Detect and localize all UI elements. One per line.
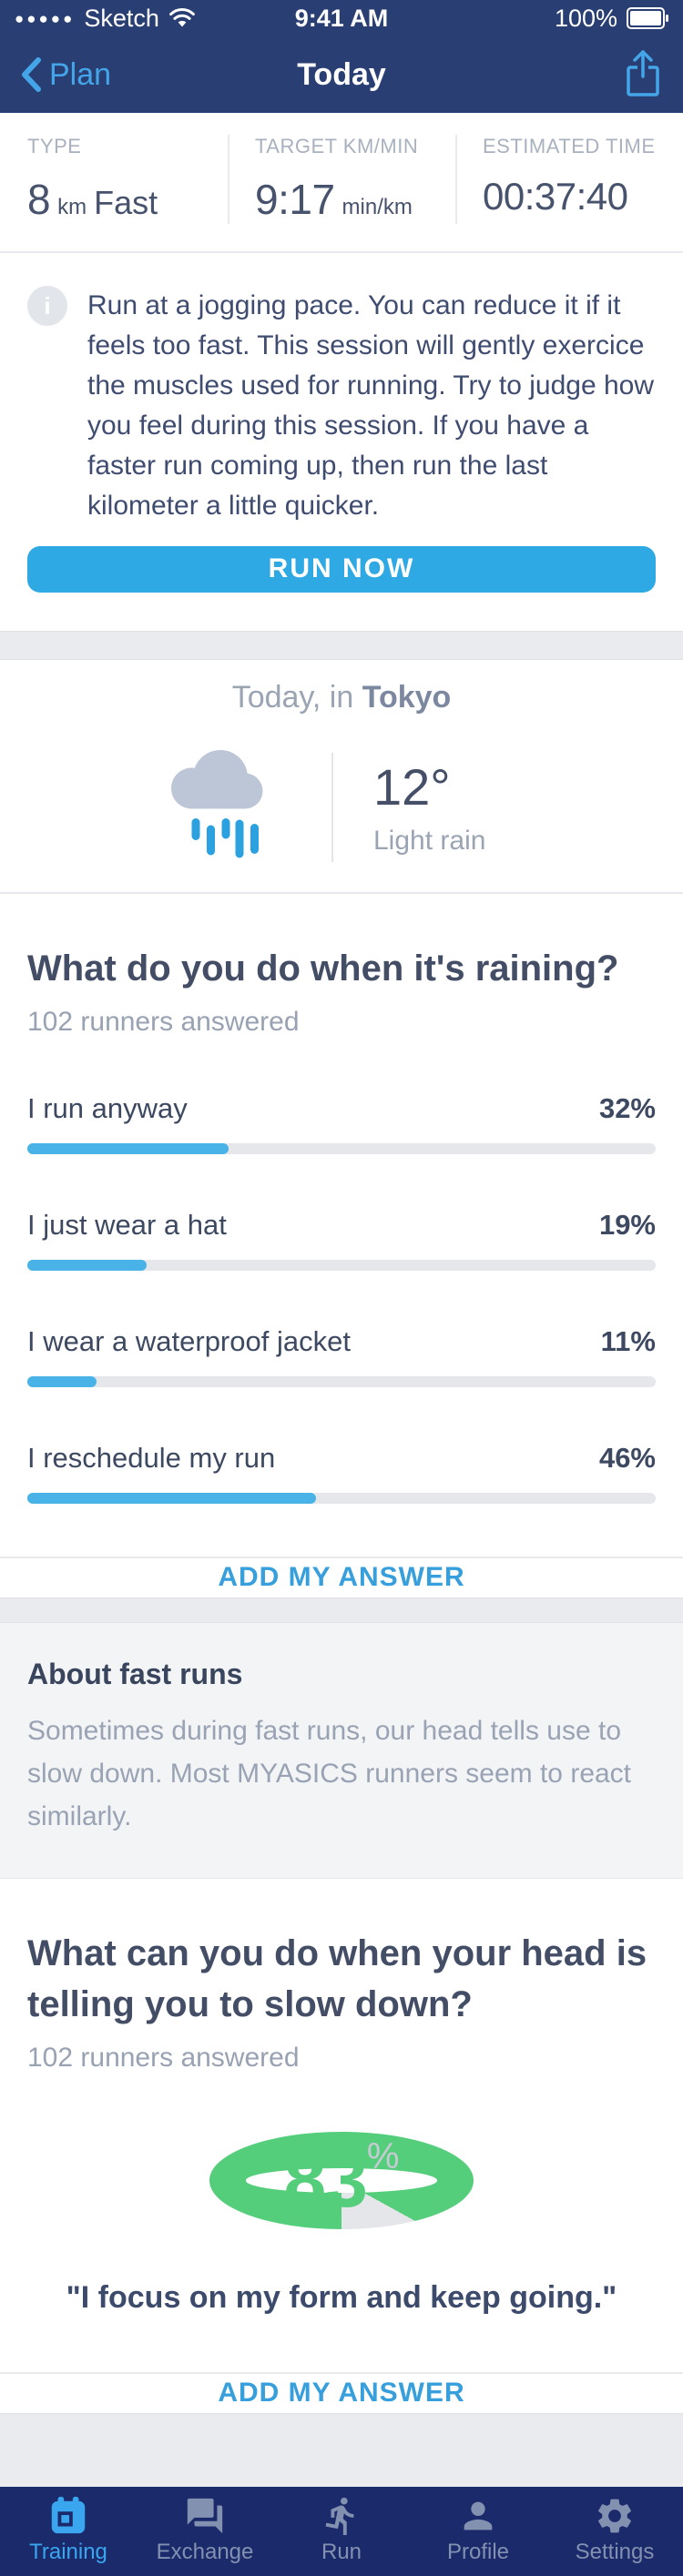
poll-option-percent: 19% xyxy=(598,1208,656,1241)
wifi-icon xyxy=(168,7,196,29)
poll-option-percent: 32% xyxy=(598,1091,656,1124)
poll-option-bar xyxy=(27,1142,656,1154)
poll-answered-count: 102 runners answered xyxy=(27,1006,300,1037)
chat-icon xyxy=(184,2494,226,2538)
poll-question: What do you do when it's raining? xyxy=(27,948,619,989)
vertical-divider xyxy=(331,752,333,862)
add-my-answer-button[interactable]: ADD MY ANSWER xyxy=(212,1561,470,1594)
rain-cloud-icon xyxy=(155,739,291,876)
carrier-label: Sketch xyxy=(84,4,159,32)
back-button[interactable]: Plan xyxy=(20,56,111,93)
add-my-answer-button[interactable]: ADD MY ANSWER xyxy=(212,2377,470,2409)
top-answer-quote: "I focus on my form and keep going." xyxy=(66,2279,617,2315)
summary-label: ESTIMATED TIME xyxy=(483,135,656,157)
battery-icon xyxy=(627,7,668,29)
runner-icon xyxy=(321,2494,362,2538)
add-answer-row: ADD MY ANSWER xyxy=(0,2371,683,2413)
poll-option-label: I just wear a hat xyxy=(27,1208,227,1241)
summary-label: TYPE xyxy=(27,135,82,157)
tab-settings[interactable]: Settings xyxy=(546,2487,683,2576)
poll-option-bar xyxy=(27,1375,656,1387)
nav-bar: Today Plan xyxy=(0,36,683,113)
about-fast-runs: About fast runs Sometimes during fast ru… xyxy=(0,1622,683,1879)
tab-training[interactable]: Training xyxy=(0,2487,137,2576)
share-button[interactable] xyxy=(623,49,663,100)
person-icon xyxy=(457,2494,499,2538)
weather-city: Tokyo xyxy=(362,679,452,715)
donut-percent-sign: % xyxy=(366,2135,400,2176)
summary-label: TARGET KM/MIN xyxy=(255,135,419,157)
summary-column: ESTIMATED TIME 00:37:40 xyxy=(455,135,683,224)
poll-option: I reschedule my run 46% xyxy=(27,1442,656,1504)
poll-option-percent: 11% xyxy=(600,1324,656,1357)
status-bar: ●●●●● Sketch 9:41 AM 100% xyxy=(0,0,683,36)
battery-percent: 100% xyxy=(554,4,617,32)
tab-run[interactable]: Run xyxy=(273,2487,410,2576)
section-divider-band xyxy=(0,1597,683,1623)
summary-column: TYPE 8 km Fast xyxy=(0,135,228,224)
poll-answered-count: 102 runners answered xyxy=(27,2042,300,2073)
calendar-icon xyxy=(47,2494,89,2538)
poll-question: What can you do when your head is tellin… xyxy=(27,1932,647,2024)
clock: 9:41 AM xyxy=(294,4,389,32)
tip-text: Run at a jogging pace. You can reduce it… xyxy=(87,290,655,521)
poll-option-label: I wear a waterproof jacket xyxy=(27,1324,351,1357)
summary-column: TARGET KM/MIN 9:17 min/km xyxy=(228,135,455,224)
donut-chart: 83 % xyxy=(209,2131,474,2229)
session-summary: TYPE 8 km Fast TARGET KM/MIN 9:17 min/km ESTI… xyxy=(0,113,683,253)
gear-icon xyxy=(594,2494,636,2538)
weather-title: Today, in Tokyo xyxy=(231,679,452,715)
signal-dots-icon: ●●●●● xyxy=(15,10,76,27)
tab-exchange[interactable]: Exchange xyxy=(137,2487,273,2576)
tab-label: Profile xyxy=(446,2539,510,2564)
head-poll-section: What can you do when your head is tellin… xyxy=(0,1879,683,2074)
poll-option: I run anyway 32% xyxy=(27,1092,656,1154)
poll-options: I run anyway 32% I just wear a hat 19% I… xyxy=(27,1092,656,1557)
section-divider-band xyxy=(0,2412,683,2487)
section-divider-band xyxy=(0,630,683,660)
session-tip: i Run at a jogging pace. You can reduce … xyxy=(0,253,683,526)
poll-option-percent: 46% xyxy=(598,1441,656,1474)
add-answer-row: ADD MY ANSWER xyxy=(0,1556,683,1597)
poll-option-bar xyxy=(27,1492,656,1504)
poll-option-label: I run anyway xyxy=(27,1091,188,1124)
poll-option-label: I reschedule my run xyxy=(27,1441,276,1474)
tab-bar: Training Exchange Run Profile Settings xyxy=(0,2486,683,2576)
share-icon xyxy=(623,49,663,100)
about-body: Sometimes during fast runs, our head tel… xyxy=(27,1715,632,1831)
tab-label: Run xyxy=(321,2539,362,2564)
temperature: 12° xyxy=(373,758,451,816)
weather-section: Today, in Tokyo xyxy=(0,660,683,894)
donut-hole: 83 % xyxy=(246,2136,437,2223)
donut-percent: 83 xyxy=(283,2136,367,2223)
summary-value: 9:17 xyxy=(255,176,335,223)
info-icon: i xyxy=(27,286,67,326)
poll-option: I wear a waterproof jacket 11% xyxy=(27,1325,656,1387)
tab-label: Settings xyxy=(575,2539,655,2564)
tab-label: Exchange xyxy=(156,2539,254,2564)
run-now-button[interactable]: RUN NOW xyxy=(27,546,656,593)
page-title: Today xyxy=(297,56,386,92)
chevron-left-icon xyxy=(20,56,42,93)
poll-option: I just wear a hat 19% xyxy=(27,1209,656,1271)
poll-option-bar xyxy=(27,1259,656,1271)
summary-value: 00:37:40 xyxy=(483,175,628,218)
tab-label: Training xyxy=(29,2539,107,2564)
tab-profile[interactable]: Profile xyxy=(410,2487,546,2576)
back-label: Plan xyxy=(49,56,112,92)
about-title: About fast runs xyxy=(27,1657,243,1690)
weather-condition: Light rain xyxy=(373,826,486,857)
rain-poll-section: What do you do when it's raining? 102 ru… xyxy=(0,894,683,1557)
summary-value: 8 xyxy=(27,176,51,223)
